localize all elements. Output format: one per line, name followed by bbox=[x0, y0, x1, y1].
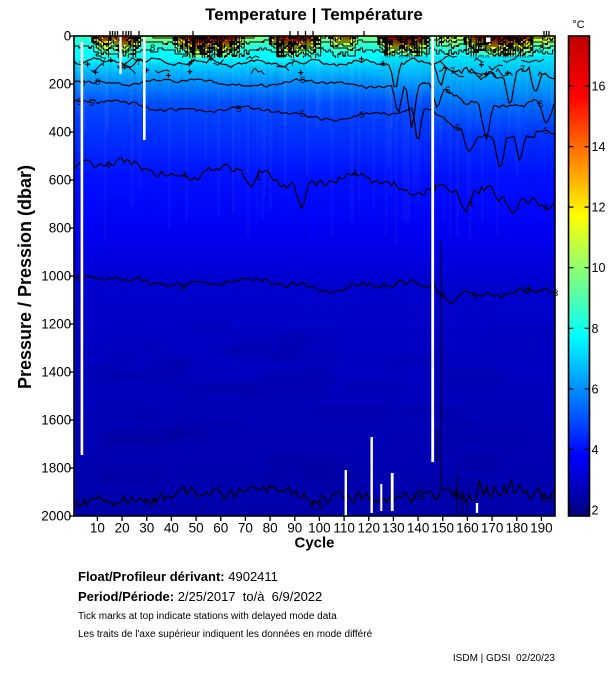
svg-text:4: 4 bbox=[182, 170, 187, 181]
svg-text:6: 6 bbox=[300, 75, 305, 86]
svg-text:2.5: 2.5 bbox=[452, 490, 465, 501]
svg-text:190: 190 bbox=[530, 521, 553, 536]
svg-text:2.5: 2.5 bbox=[541, 494, 554, 505]
svg-text:8: 8 bbox=[413, 43, 418, 54]
svg-text:1800: 1800 bbox=[41, 461, 71, 476]
svg-text:8: 8 bbox=[287, 43, 292, 54]
svg-text:400: 400 bbox=[49, 125, 72, 140]
svg-text:150: 150 bbox=[432, 521, 455, 536]
svg-text:1600: 1600 bbox=[41, 413, 71, 428]
svg-text:12: 12 bbox=[592, 201, 606, 215]
svg-text:1000: 1000 bbox=[41, 269, 71, 284]
svg-text:3: 3 bbox=[472, 291, 477, 302]
svg-text:7: 7 bbox=[520, 64, 525, 75]
svg-text:5: 5 bbox=[89, 98, 94, 109]
svg-text:°C: °C bbox=[572, 19, 584, 31]
svg-text:70: 70 bbox=[238, 521, 253, 536]
svg-text:80: 80 bbox=[263, 521, 278, 536]
svg-text:Les traits de l'axe supérieur: Les traits de l'axe supérieur indiquent … bbox=[78, 629, 373, 640]
svg-text:6: 6 bbox=[95, 77, 100, 88]
svg-text:14: 14 bbox=[592, 140, 606, 154]
svg-text:5: 5 bbox=[236, 104, 241, 115]
svg-text:6: 6 bbox=[592, 382, 599, 396]
svg-text:4: 4 bbox=[105, 160, 110, 171]
svg-text:20: 20 bbox=[115, 521, 130, 536]
svg-text:40: 40 bbox=[164, 521, 179, 536]
svg-text:6: 6 bbox=[538, 99, 543, 110]
svg-text:7: 7 bbox=[290, 58, 295, 69]
svg-text:5: 5 bbox=[455, 123, 460, 134]
svg-text:3: 3 bbox=[77, 273, 82, 284]
svg-text:8: 8 bbox=[539, 43, 544, 54]
svg-text:2.5: 2.5 bbox=[144, 497, 157, 508]
svg-text:7: 7 bbox=[101, 56, 106, 67]
svg-text:7: 7 bbox=[450, 66, 455, 77]
svg-text:3: 3 bbox=[180, 282, 185, 293]
svg-text:2.5: 2.5 bbox=[412, 492, 425, 503]
svg-text:7: 7 bbox=[122, 62, 127, 73]
svg-text:90: 90 bbox=[287, 521, 302, 536]
svg-text:100: 100 bbox=[308, 521, 331, 536]
svg-text:5: 5 bbox=[359, 110, 364, 121]
svg-text:1200: 1200 bbox=[41, 317, 71, 332]
svg-text:170: 170 bbox=[481, 521, 504, 536]
svg-text:4: 4 bbox=[592, 443, 599, 457]
svg-text:600: 600 bbox=[49, 173, 72, 188]
svg-text:140: 140 bbox=[407, 521, 430, 536]
svg-text:8: 8 bbox=[150, 43, 155, 54]
svg-text:4: 4 bbox=[352, 168, 357, 179]
svg-text:2000: 2000 bbox=[41, 509, 71, 524]
svg-text:4: 4 bbox=[255, 173, 260, 184]
svg-text:16: 16 bbox=[592, 80, 606, 94]
svg-text:30: 30 bbox=[139, 521, 154, 536]
svg-text:3: 3 bbox=[440, 290, 445, 301]
svg-text:4: 4 bbox=[432, 183, 437, 194]
svg-text:8: 8 bbox=[592, 322, 599, 336]
svg-text:5: 5 bbox=[543, 126, 548, 137]
svg-text:Cycle: Cycle bbox=[294, 535, 334, 552]
svg-text:7: 7 bbox=[136, 57, 141, 68]
svg-text:6: 6 bbox=[445, 85, 450, 96]
svg-text:Float/Profileur dérivant: 4902: Float/Profileur dérivant: 4902411 bbox=[78, 569, 278, 584]
svg-text:4: 4 bbox=[468, 199, 473, 210]
svg-text:50: 50 bbox=[189, 521, 204, 536]
svg-text:180: 180 bbox=[506, 521, 529, 536]
svg-text:10: 10 bbox=[592, 261, 606, 275]
svg-text:60: 60 bbox=[213, 521, 228, 536]
svg-text:200: 200 bbox=[49, 77, 72, 92]
svg-text:160: 160 bbox=[456, 521, 479, 536]
svg-text:3: 3 bbox=[525, 286, 530, 297]
svg-text:1400: 1400 bbox=[41, 365, 71, 380]
svg-text:10: 10 bbox=[90, 521, 105, 536]
svg-text:130: 130 bbox=[382, 521, 405, 536]
svg-text:Pressure / Pression (dbar): Pressure / Pression (dbar) bbox=[15, 165, 35, 389]
svg-text:110: 110 bbox=[333, 521, 355, 536]
svg-text:4: 4 bbox=[543, 203, 548, 214]
svg-text:0: 0 bbox=[64, 29, 72, 44]
svg-text:ISDM | GDSI 02/20/23: ISDM | GDSI 02/20/23 bbox=[453, 653, 556, 664]
svg-text:5: 5 bbox=[300, 109, 305, 120]
svg-text:800: 800 bbox=[49, 221, 72, 236]
svg-text:2: 2 bbox=[592, 504, 599, 518]
svg-text:Period/Période: 2/25/2017 to/: Period/Période: 2/25/2017 to/à 6/9/2022 bbox=[78, 589, 322, 604]
svg-text:120: 120 bbox=[358, 521, 381, 536]
svg-text:5: 5 bbox=[77, 97, 82, 108]
svg-text:Temperature | Température: Temperature | Température bbox=[205, 5, 423, 24]
svg-text:Tick marks at top indicate sta: Tick marks at top indicate stations with… bbox=[78, 611, 337, 622]
svg-text:2.5: 2.5 bbox=[310, 501, 323, 512]
